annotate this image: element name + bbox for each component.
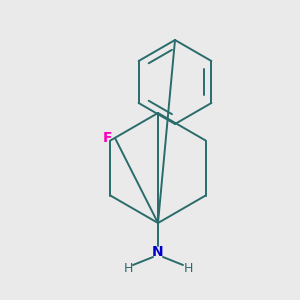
Text: F: F [103, 131, 113, 145]
Text: H: H [183, 262, 193, 275]
Text: H: H [123, 262, 133, 275]
Text: N: N [152, 245, 164, 259]
